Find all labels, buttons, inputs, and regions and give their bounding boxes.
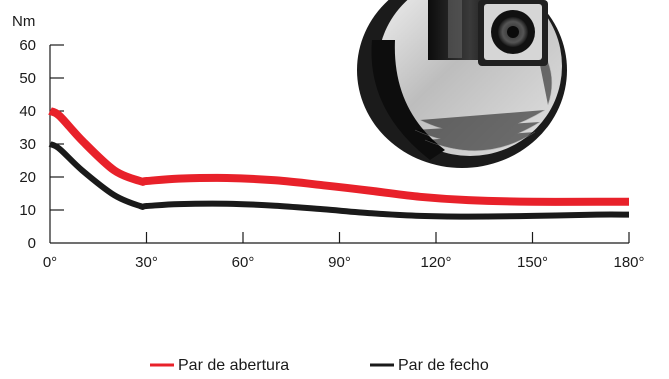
x-tick-label: 150° — [517, 254, 548, 271]
x-tick-label: 90° — [328, 254, 351, 271]
y-tick-label: 0 — [28, 235, 36, 252]
y-axis-unit-label: Nm — [12, 13, 35, 30]
x-tick-label: 60° — [232, 254, 255, 271]
x-tick-label: 120° — [420, 254, 451, 271]
y-tick-label: 50 — [19, 70, 36, 87]
y-tick-label: 60 — [19, 37, 36, 54]
y-tick-label: 20 — [19, 169, 36, 186]
y-tick-label: 30 — [19, 136, 36, 153]
chart-legend: Par de abertura Par de fecho — [150, 357, 489, 374]
legend-item: Par de fecho — [370, 357, 489, 374]
series-line-par-de-abertura — [48, 107, 629, 206]
hinge-cylinder-photo — [357, 0, 567, 168]
x-tick-label: 0° — [43, 254, 57, 271]
x-tick-label: 180° — [613, 254, 644, 271]
legend-item: Par de abertura — [150, 357, 289, 374]
series-line-par-de-fecho — [48, 141, 630, 220]
y-tick-label: 10 — [19, 202, 36, 219]
legend-label: Par de abertura — [178, 357, 289, 374]
y-tick-label: 40 — [19, 103, 36, 120]
series-layer — [48, 107, 630, 220]
legend-label: Par de fecho — [398, 357, 489, 374]
x-tick-label: 30° — [135, 254, 158, 271]
